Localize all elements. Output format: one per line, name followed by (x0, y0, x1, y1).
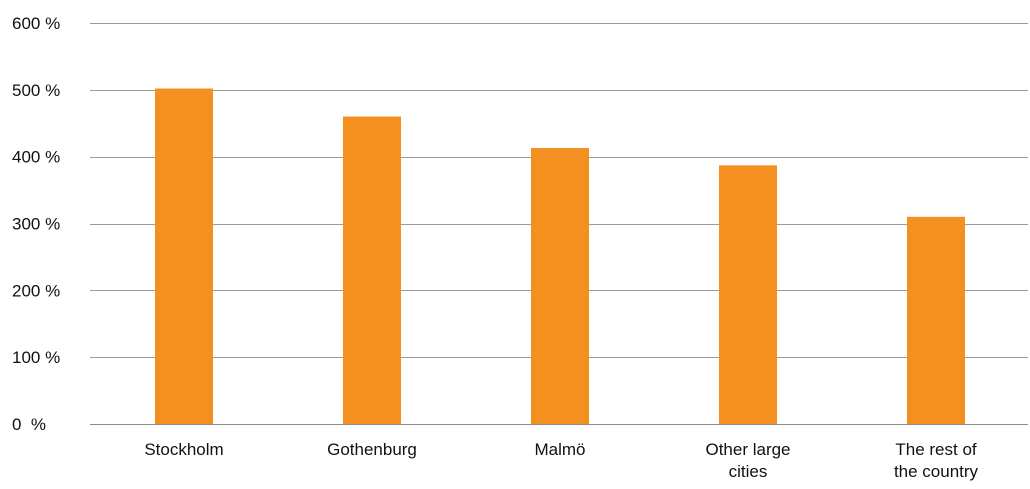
x-tick-label: Malmö (534, 440, 585, 459)
y-tick-label: 600 % (12, 14, 60, 33)
y-axis-tick-labels: 0 % 100 % 200 % 300 % 400 % 500 % 600 % (12, 14, 60, 434)
x-tick-label: Stockholm (144, 440, 223, 459)
y-tick-label: 0 % (12, 415, 46, 434)
x-tick-label-line: Malmö (534, 440, 585, 459)
y-tick-label: 100 % (12, 348, 60, 367)
y-tick-label: 500 % (12, 81, 60, 100)
bar (343, 116, 401, 425)
x-tick-label-line: Gothenburg (327, 440, 417, 459)
x-tick-label-line: Other large (705, 440, 790, 459)
bar (907, 216, 965, 424)
x-tick-label: Gothenburg (327, 440, 417, 459)
bar (719, 165, 777, 425)
y-tick-label: 300 % (12, 215, 60, 234)
y-tick-label: 200 % (12, 281, 60, 300)
x-axis-category-labels: Stockholm Gothenburg Malmö Other large citie… (144, 440, 978, 481)
x-tick-label-line: The rest of (895, 440, 977, 459)
x-tick-label-line: the country (894, 462, 979, 481)
y-tick-label: 400 % (12, 148, 60, 167)
bar (155, 88, 213, 424)
x-tick-label: Other large cities (705, 440, 790, 481)
x-tick-label-line: Stockholm (144, 440, 223, 459)
bars (155, 88, 965, 425)
bar (531, 147, 589, 424)
x-tick-label-line: cities (729, 462, 768, 481)
x-tick-label: The rest of the country (894, 440, 979, 481)
